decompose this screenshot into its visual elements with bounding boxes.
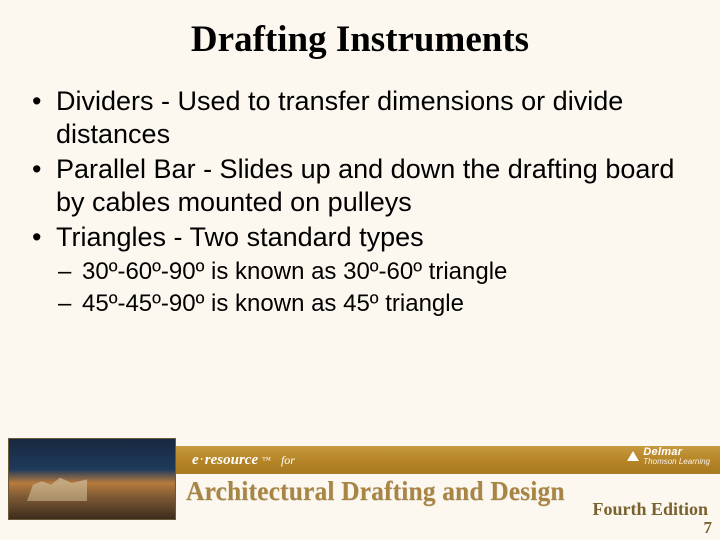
sub-bullet-text: 45º-45º-90º is known as 45º triangle [82,290,464,317]
bullet-text: Dividers - Used to transfer dimensions o… [56,86,623,149]
sub-list-item: 45º-45º-90º is known as 45º triangle [56,288,696,320]
resource-word: resource [205,452,258,469]
book-title: Architectural Drafting and Design [186,476,565,507]
bullet-text: Triangles - Two standard types [56,222,424,252]
slide: Drafting Instruments Dividers - Used to … [0,0,720,540]
sub-list: 30º-60º-90º is known as 30º-60º triangle… [56,256,696,320]
footer-photo [8,438,176,520]
bullet-text: Parallel Bar - Slides up and down the dr… [56,154,674,217]
footer-goldbar: e•resource ™ for Delmar Thomson Learning [176,446,720,474]
list-item: Parallel Bar - Slides up and down the dr… [28,153,696,219]
publisher-text: Delmar Thomson Learning [643,446,710,466]
list-item: Dividers - Used to transfer dimensions o… [28,85,696,151]
publisher-sub: Thomson Learning [643,458,710,466]
resource-prefix: e [192,452,199,469]
edition-label: Fourth Edition [592,499,708,520]
trademark: ™ [262,455,271,465]
resource-bullet: • [201,457,203,463]
publisher-brand: Delmar Thomson Learning [627,448,710,464]
page-number: 7 [704,518,713,538]
triangle-icon [627,451,639,461]
slide-content: Dividers - Used to transfer dimensions o… [0,85,720,320]
for-label: for [281,453,295,468]
slide-title: Drafting Instruments [0,0,720,85]
sub-bullet-text: 30º-60º-90º is known as 30º-60º triangle [82,258,507,285]
sub-list-item: 30º-60º-90º is known as 30º-60º triangle [56,256,696,288]
list-item: Triangles - Two standard types 30º-60º-9… [28,221,696,320]
footer: e•resource ™ for Delmar Thomson Learning… [0,436,720,520]
bullet-list: Dividers - Used to transfer dimensions o… [28,85,696,320]
